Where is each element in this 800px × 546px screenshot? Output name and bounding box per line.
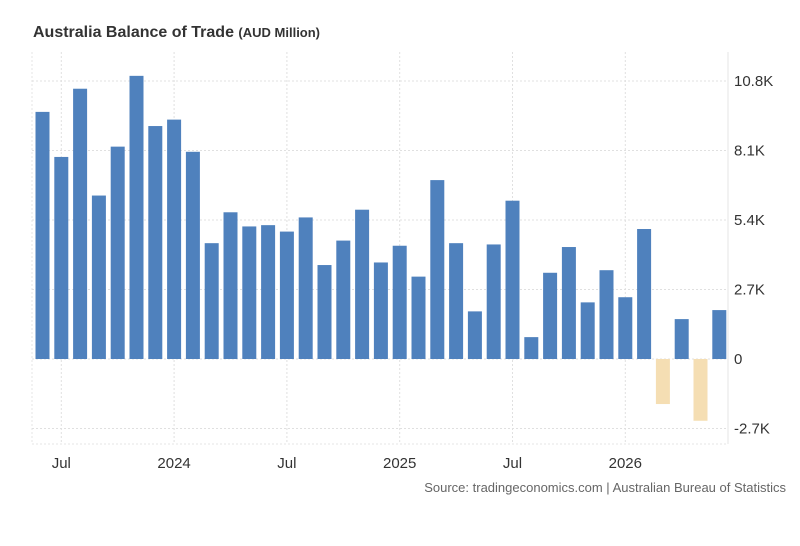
bar-2026-04[interactable] — [674, 319, 689, 359]
bar-2024-03[interactable] — [204, 243, 219, 359]
y-axis-ticks: 10.8K 8.1K 5.4K 2.7K 0 -2.7K — [734, 73, 773, 438]
bar-2026-06[interactable] — [712, 310, 727, 359]
source-note: Source: tradingeconomics.com | Australia… — [424, 480, 786, 495]
bar-2024-12[interactable] — [373, 262, 388, 359]
bar-2024-08[interactable] — [298, 217, 313, 359]
bar-2024-11[interactable] — [355, 209, 370, 359]
bar-2023-12[interactable] — [148, 126, 163, 359]
bar-2023-10[interactable] — [110, 146, 125, 359]
bar-2025-09[interactable] — [543, 272, 558, 359]
bar-2024-07[interactable] — [279, 231, 294, 359]
y-tick-label: 10.8K — [734, 73, 773, 90]
bar-2024-04[interactable] — [223, 212, 238, 359]
y-tick-label: 0 — [734, 351, 742, 368]
bar-2024-10[interactable] — [336, 240, 351, 359]
x-tick-label: Jul — [503, 455, 522, 472]
bar-2023-07[interactable] — [54, 156, 69, 359]
chart-title: Australia Balance of Trade (AUD Million) — [33, 24, 320, 42]
bar-2024-02[interactable] — [185, 151, 200, 359]
bar-2025-10[interactable] — [561, 247, 576, 359]
bar-2025-02[interactable] — [411, 276, 426, 359]
bar-2023-06[interactable] — [35, 111, 50, 359]
bar-2024-06[interactable] — [261, 225, 276, 359]
bar-2025-08[interactable] — [524, 337, 539, 359]
bar-2025-05[interactable] — [467, 311, 482, 359]
x-tick-label: 2024 — [157, 455, 190, 472]
bar-2023-08[interactable] — [73, 88, 88, 359]
bar-2024-05[interactable] — [242, 226, 257, 359]
x-tick-label: Jul — [277, 455, 296, 472]
y-tick-label: 2.7K — [734, 282, 765, 299]
bar-2025-11[interactable] — [580, 302, 595, 359]
bar-2025-04[interactable] — [449, 243, 464, 359]
chart-unit: (AUD Million) — [238, 25, 321, 40]
x-tick-label: Jul — [52, 455, 71, 472]
y-tick-label: 5.4K — [734, 212, 765, 229]
bar-2025-07[interactable] — [505, 200, 520, 359]
y-tick-label: -2.7K — [734, 421, 770, 438]
bar-2023-11[interactable] — [129, 75, 144, 359]
x-tick-label: 2026 — [609, 455, 642, 472]
chart-title-text: Australia Balance of Trade — [33, 24, 234, 41]
bar-2025-12[interactable] — [599, 270, 614, 359]
bar-2024-09[interactable] — [317, 265, 332, 359]
bar-2024-01[interactable] — [167, 119, 182, 359]
x-tick-label: 2025 — [383, 455, 416, 472]
y-tick-label: 8.1K — [734, 143, 765, 160]
bar-2026-02[interactable] — [637, 229, 652, 359]
bar-2026-03[interactable] — [655, 359, 670, 405]
bar-2025-06[interactable] — [486, 244, 501, 359]
bar-2025-01[interactable] — [392, 245, 407, 359]
bars — [35, 75, 727, 421]
bar-2025-03[interactable] — [430, 180, 445, 359]
x-axis-ticks: Jul 2024 Jul 2025 Jul 2026 — [52, 455, 642, 472]
bar-2026-01[interactable] — [618, 297, 633, 359]
bar-2023-09[interactable] — [91, 195, 106, 359]
bar-2026-05[interactable] — [693, 359, 708, 421]
